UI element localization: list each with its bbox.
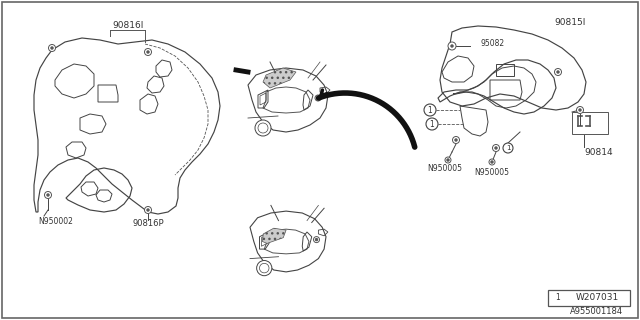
Circle shape [491,161,493,163]
Polygon shape [262,228,286,244]
Circle shape [493,145,499,151]
Circle shape [45,191,51,198]
Text: W207031: W207031 [575,293,619,302]
Circle shape [255,120,271,136]
Circle shape [316,238,317,241]
Text: 1: 1 [506,145,510,151]
Text: N950002: N950002 [38,217,73,226]
Circle shape [49,44,56,52]
Circle shape [257,260,272,276]
Text: 1: 1 [429,119,435,129]
Circle shape [447,159,449,161]
Circle shape [489,159,495,165]
Circle shape [452,137,460,143]
Circle shape [552,292,563,303]
Text: 1: 1 [556,293,561,302]
Circle shape [426,118,438,130]
Text: A955001184: A955001184 [570,308,623,316]
Text: 90815I: 90815I [554,18,586,27]
Circle shape [317,97,319,99]
Circle shape [258,123,268,133]
Text: 90816P: 90816P [132,220,164,228]
Circle shape [147,209,149,211]
Circle shape [455,139,457,141]
Circle shape [145,49,152,55]
Text: 1: 1 [428,106,433,115]
Circle shape [448,42,456,50]
Text: 90816I: 90816I [112,20,144,29]
Circle shape [495,147,497,149]
Circle shape [579,109,581,111]
Text: 90814: 90814 [584,148,612,156]
Circle shape [314,236,319,243]
Circle shape [51,47,53,49]
Circle shape [147,51,149,53]
Circle shape [503,143,513,153]
FancyBboxPatch shape [548,290,630,306]
Text: N950005: N950005 [474,167,509,177]
Circle shape [451,45,453,47]
Circle shape [557,71,559,73]
Circle shape [145,206,152,213]
Polygon shape [263,68,296,88]
Circle shape [554,68,561,76]
Text: N950005: N950005 [428,164,463,172]
Text: 95082: 95082 [480,38,504,47]
Circle shape [577,107,584,114]
Circle shape [47,194,49,196]
Circle shape [424,104,436,116]
Circle shape [259,263,269,273]
Circle shape [315,95,321,101]
Circle shape [445,157,451,163]
FancyBboxPatch shape [572,112,608,134]
